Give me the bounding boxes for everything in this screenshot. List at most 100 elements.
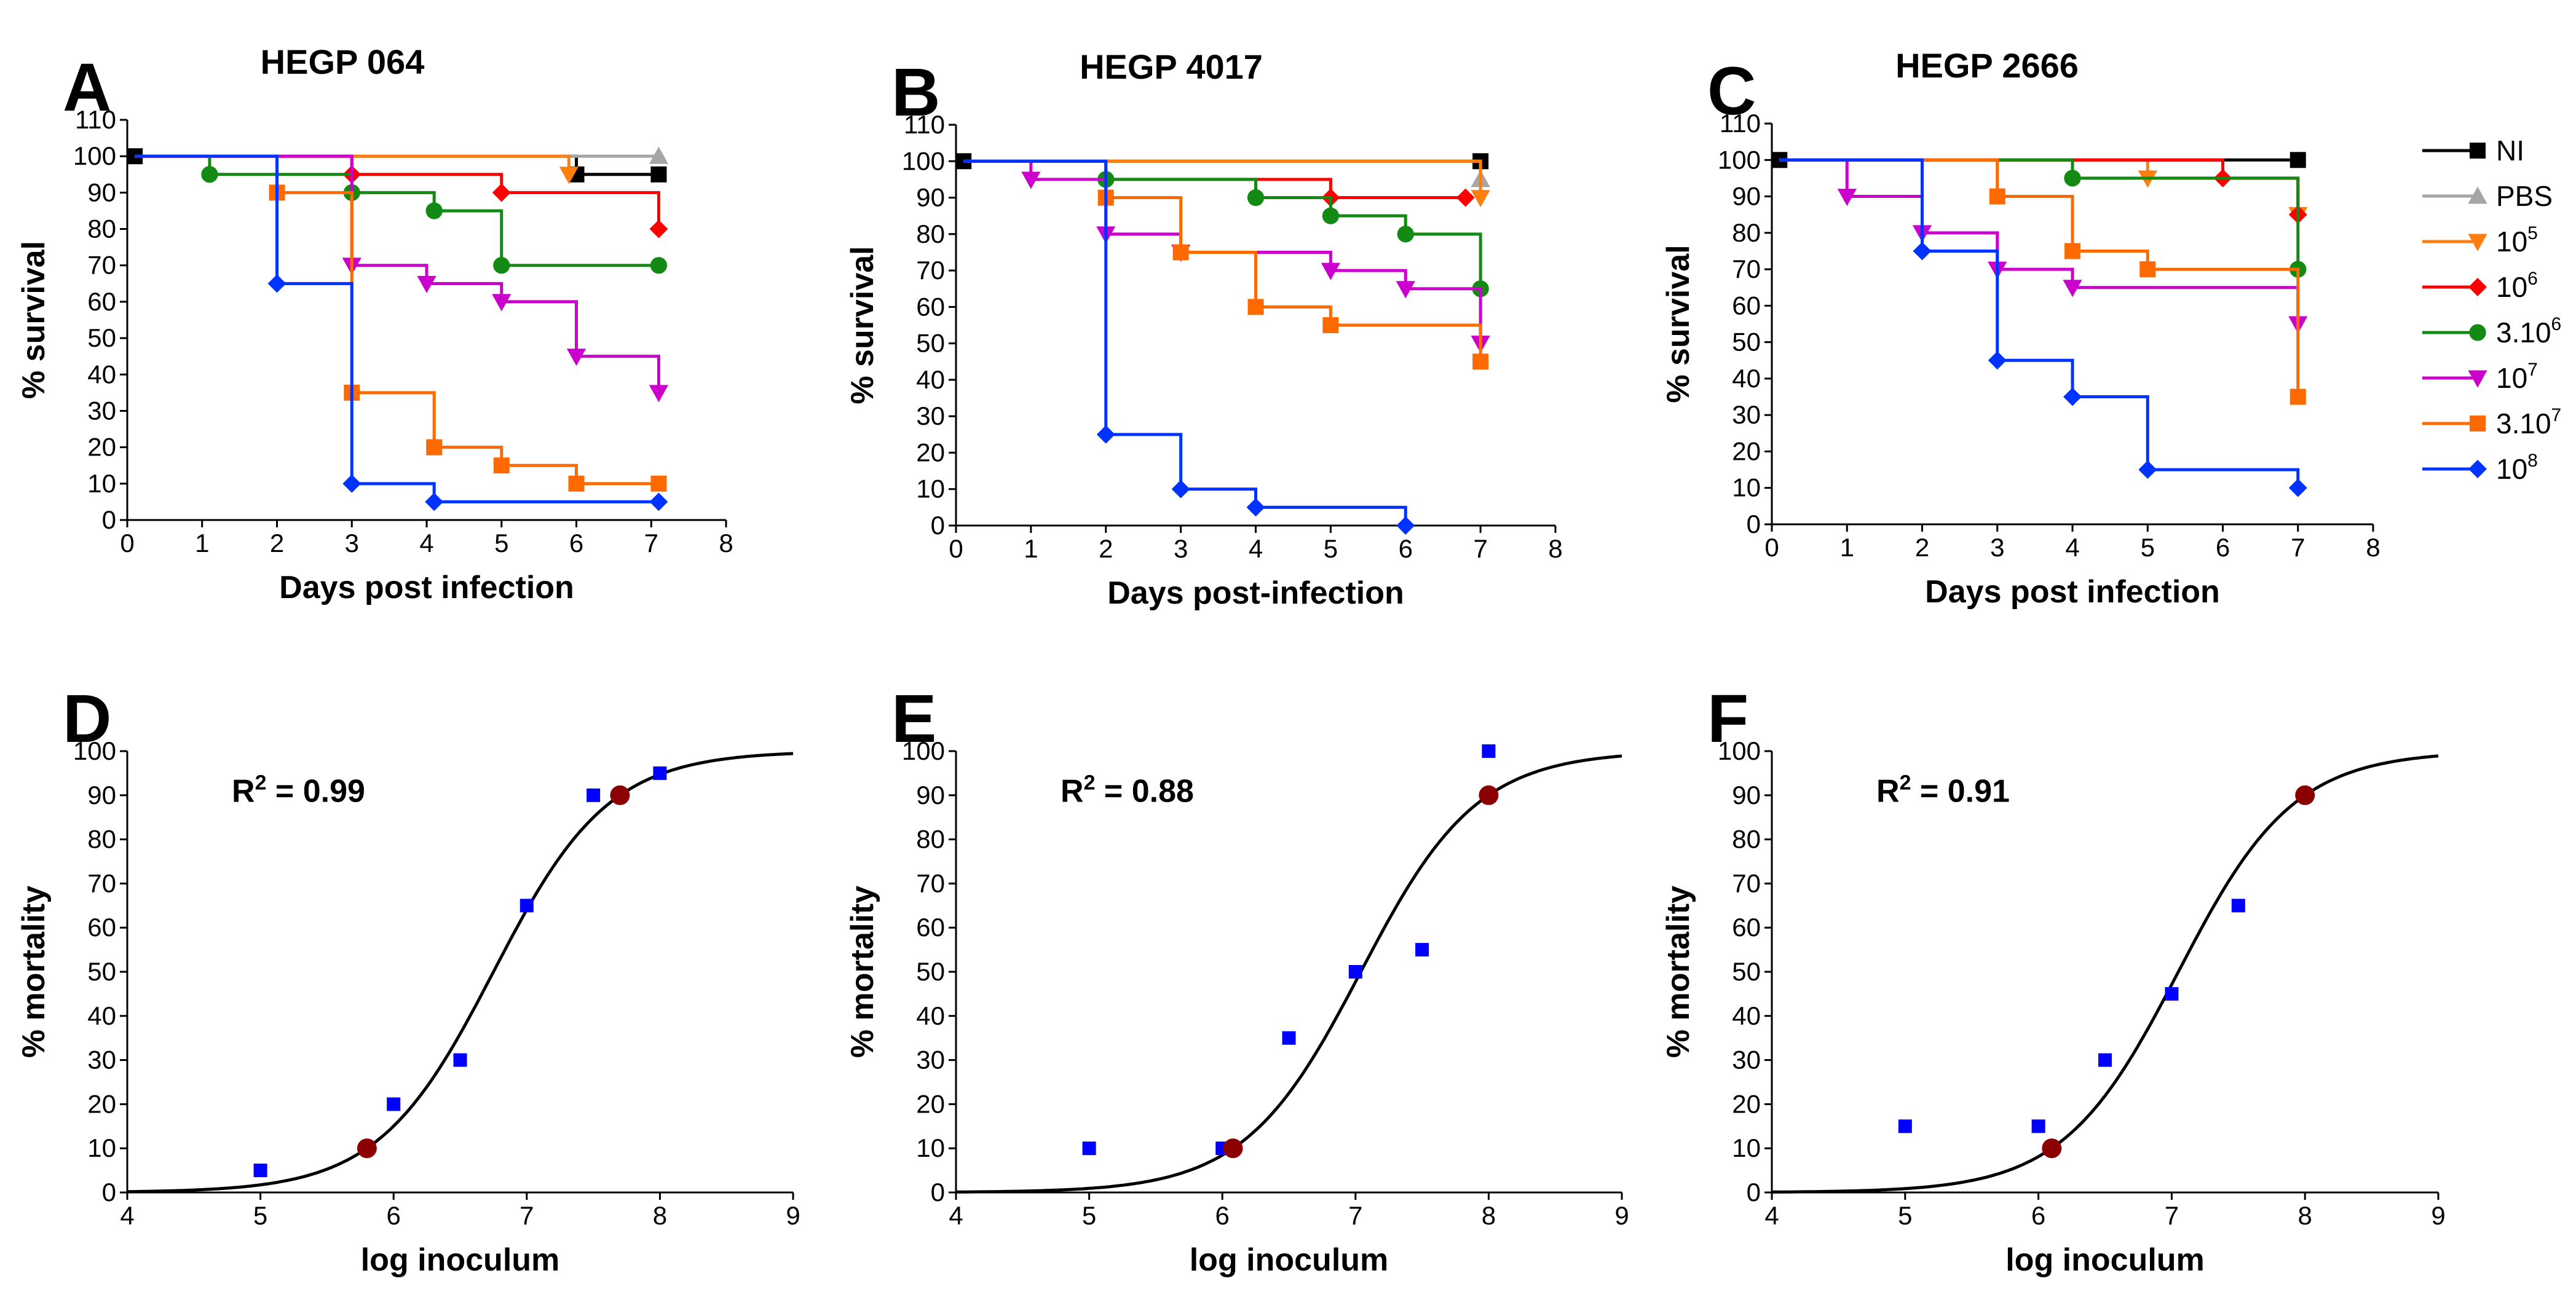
observed-point <box>1898 1119 1912 1133</box>
r2-superscript: 2 <box>1084 771 1096 795</box>
x-tick-label: 9 <box>1614 1201 1629 1230</box>
data-point-1e8 <box>342 474 362 493</box>
x-tick-label: 9 <box>786 1201 800 1230</box>
x-tick-label: 8 <box>1548 534 1562 563</box>
legend-label-1e5: 105 <box>2496 223 2538 258</box>
y-tick-label: 10 <box>916 475 945 503</box>
y-tick-label: 0 <box>1747 510 1761 538</box>
data-point-1e7 <box>649 385 669 403</box>
data-point-3e7 <box>1322 317 1339 333</box>
legend-label-1e8: 108 <box>2496 451 2538 485</box>
data-point-1e5 <box>1471 190 1490 208</box>
x-tick-label: 6 <box>387 1201 401 1230</box>
panel-a: A HEGP 064 0 10 20 30 40 50 60 70 80 90 100 110 0 1 2 3 4 5… <box>16 42 733 605</box>
legend-label-1e6: 106 <box>2496 269 2538 303</box>
data-point-3e6 <box>425 202 443 219</box>
data-point-1e7 <box>1321 262 1340 280</box>
ld-point <box>610 785 630 805</box>
survival-line-1e5 <box>1779 158 2300 215</box>
observed-point <box>1415 943 1429 957</box>
x-tick-label: 1 <box>1840 533 1854 562</box>
x-tick-label: 5 <box>1082 1201 1096 1230</box>
r2-label: R <box>1061 774 1084 810</box>
panel-label: F <box>1707 681 1748 757</box>
y-tick-label: 100 <box>1718 145 1761 174</box>
ld-point <box>1223 1138 1243 1159</box>
data-point-1e6 <box>649 219 668 238</box>
y-tick-label: 10 <box>87 469 116 498</box>
legend-label-superscript: 6 <box>2527 269 2538 289</box>
data-point-1e8 <box>1988 351 2007 370</box>
data-point-1e8 <box>2288 478 2307 497</box>
data-point-1e7 <box>492 294 512 312</box>
y-tick-label: 90 <box>87 781 116 810</box>
series-3e7 <box>135 154 667 492</box>
x-tick-label: 8 <box>653 1201 667 1230</box>
series-1e8 <box>963 159 1415 535</box>
ld-point <box>1479 785 1499 805</box>
fit-curve <box>956 754 1622 1194</box>
x-tick-label: 4 <box>419 529 433 558</box>
survival-line-1e5 <box>963 159 1482 198</box>
panel-label: B <box>891 55 940 130</box>
x-tick-label: 4 <box>1249 534 1263 563</box>
observed-point <box>2165 987 2179 1001</box>
series-1e5 <box>1779 158 2308 224</box>
data-point-NI <box>2290 152 2306 168</box>
data-point-1e6 <box>1456 188 1475 207</box>
data-point-1e7 <box>1396 281 1415 299</box>
y-tick-label: 100 <box>73 736 116 765</box>
y-tick-label: 50 <box>916 957 945 986</box>
x-tick-label: 6 <box>2031 1201 2045 1230</box>
x-tick-label: 8 <box>719 529 733 558</box>
panel-c: C HEGP 2666 0 10 20 30 40 50 60 70 80 90 100 110 0 1 2 3 4… <box>1661 46 2380 610</box>
data-point-1e8 <box>2063 387 2082 406</box>
x-tick-label: 5 <box>2141 533 2155 562</box>
y-tick-label: 90 <box>916 781 945 810</box>
x-tick-label: 3 <box>345 529 359 558</box>
survival-line-3e7 <box>963 159 1482 362</box>
observed-point <box>453 1053 467 1067</box>
y-tick-label: 60 <box>916 292 945 321</box>
legend-marker-1e8 <box>2468 460 2487 478</box>
y-tick-label: 70 <box>87 869 116 897</box>
survival-line-3e7 <box>135 154 659 486</box>
y-axis-label: % survival <box>16 241 52 399</box>
panel-title: HEGP 4017 <box>1080 47 1263 86</box>
x-tick-label: 5 <box>494 529 508 558</box>
x-tick-label: 5 <box>1898 1201 1912 1230</box>
series-3e7 <box>963 159 1489 370</box>
x-tick-label: 8 <box>2366 533 2380 562</box>
y-tick-label: 90 <box>87 178 116 207</box>
y-tick-label: 30 <box>1732 1046 1761 1074</box>
legend-label-text: 10 <box>2496 362 2527 394</box>
y-tick-label: 0 <box>931 1178 945 1207</box>
data-point-3e7 <box>2290 388 2306 405</box>
observed-point <box>387 1097 401 1111</box>
legend-label-text: 10 <box>2496 453 2527 485</box>
x-tick-label: 3 <box>1990 533 2004 562</box>
legend-label-superscript: 8 <box>2527 451 2538 471</box>
data-point-1e7 <box>566 349 587 366</box>
panel-label: A <box>63 50 111 125</box>
observed-point <box>1482 744 1496 758</box>
y-axis-label: % survival <box>845 246 880 404</box>
r2-annotation: R2 = 0.88 <box>1061 771 1194 810</box>
x-tick-label: 7 <box>2291 533 2305 562</box>
y-tick-label: 100 <box>902 736 945 765</box>
observed-point <box>253 1164 267 1178</box>
legend-label-3e7: 3.107 <box>2496 405 2561 439</box>
y-tick-label: 80 <box>1732 218 1761 247</box>
y-tick-label: 0 <box>102 1178 116 1207</box>
data-point-1e8 <box>649 492 668 511</box>
observed-point <box>1282 1031 1296 1045</box>
panel-e: E 0 10 20 30 40 50 60 70 80 90 100 4 5 6 7 8 9 log inoculu… <box>845 681 1629 1278</box>
r2-value: = 0.99 <box>266 774 365 810</box>
y-tick-label: 10 <box>916 1133 945 1162</box>
series-1e8 <box>135 154 668 511</box>
data-point-1e8 <box>267 274 286 293</box>
y-tick-label: 100 <box>73 141 116 170</box>
data-point-3e7 <box>426 439 443 455</box>
y-tick-label: 50 <box>87 323 116 352</box>
